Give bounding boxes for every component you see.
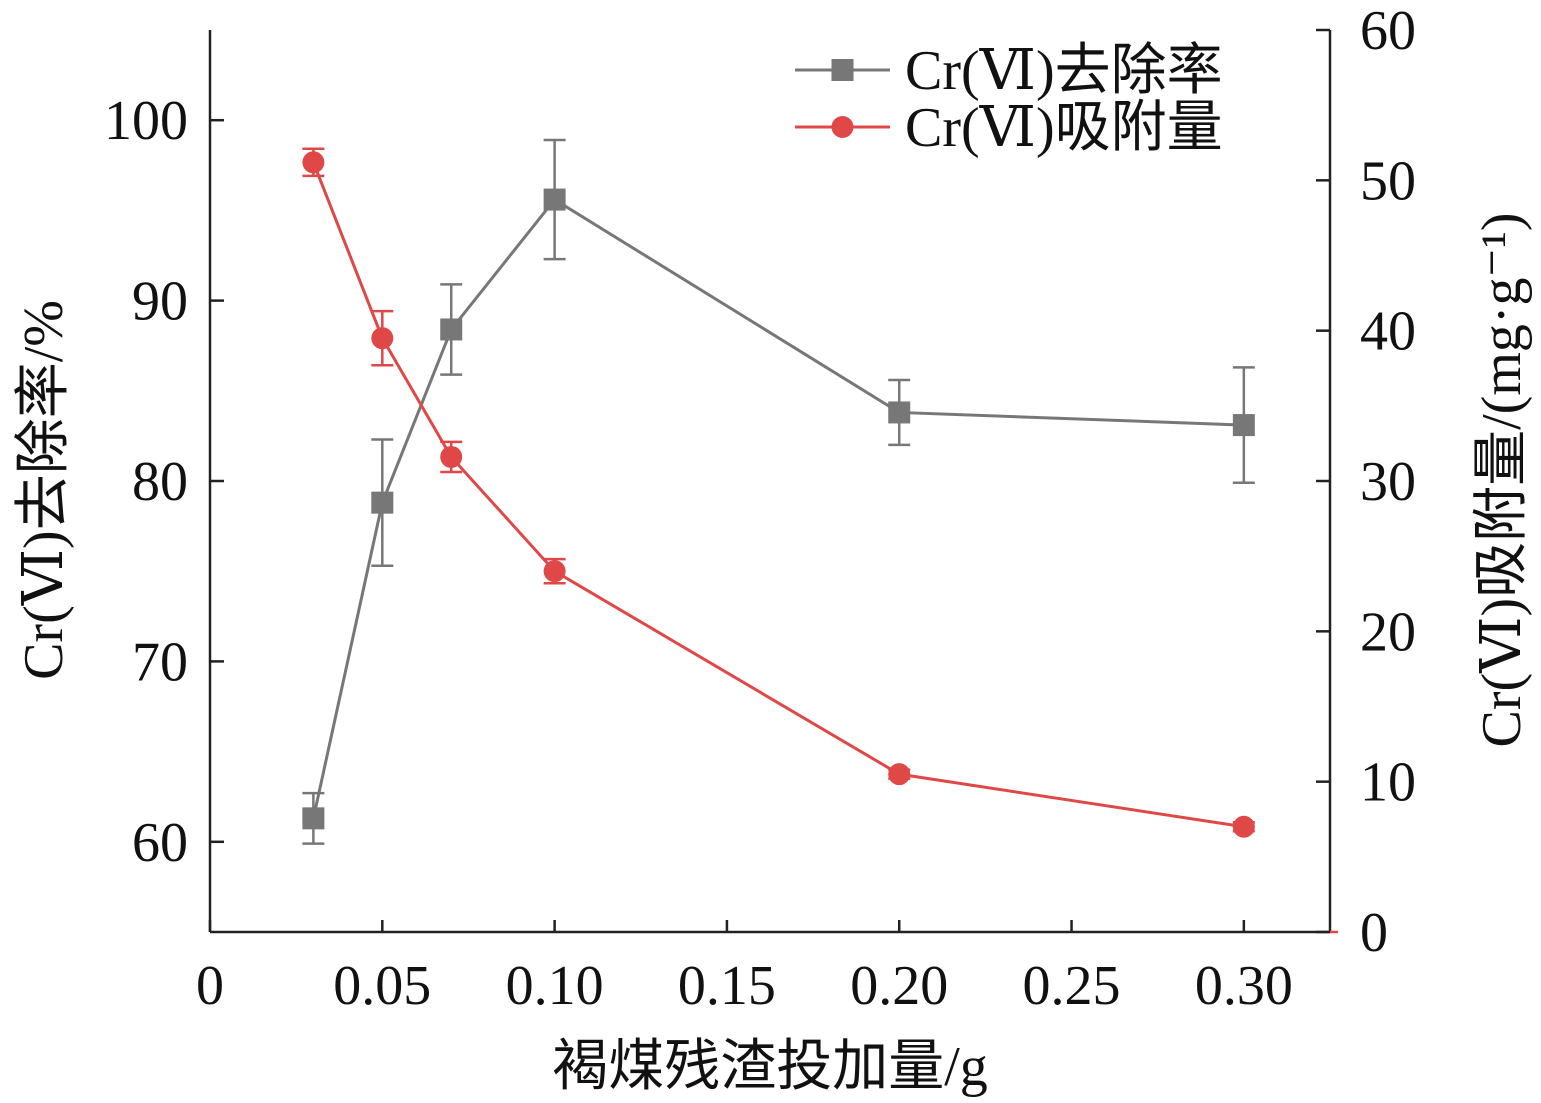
- y-tick-label: 100: [104, 90, 188, 152]
- x-tick-label: 0.20: [850, 955, 948, 1017]
- axes: [208, 30, 1338, 934]
- series-line: [311, 161, 1245, 829]
- data-point: [440, 445, 463, 468]
- x-tick-label: 0.10: [506, 955, 604, 1017]
- y2-tick-label: 50: [1360, 150, 1416, 212]
- y2-axis-title: Cr(Ⅵ)吸附量/(mg·g⁻¹): [1471, 212, 1533, 747]
- x-tick-label: 0.05: [333, 955, 431, 1017]
- data-point: [371, 491, 394, 514]
- x-tick-label: 0.30: [1195, 955, 1293, 1017]
- x-tick-label: 0.25: [1023, 955, 1121, 1017]
- series-1: [302, 138, 1255, 845]
- y2-tick-label: 10: [1360, 752, 1416, 814]
- y-tick-label: 70: [132, 631, 188, 693]
- data-point: [543, 188, 566, 211]
- y-tick-label: 80: [132, 451, 188, 513]
- series-line: [311, 197, 1244, 819]
- data-point: [1232, 815, 1255, 838]
- data-point: [302, 151, 325, 174]
- data-point: [1232, 414, 1255, 437]
- data-point: [888, 763, 911, 786]
- x-tick-label: 0: [196, 955, 224, 1017]
- series-2: [302, 147, 1255, 838]
- legend-entry-1: Cr(Ⅵ)去除率: [795, 40, 1223, 102]
- x-axis-title: 褐煤残渣投加量/g: [552, 1036, 988, 1098]
- data-point: [302, 807, 325, 830]
- y-tick-label: 90: [132, 271, 188, 333]
- data-point: [888, 401, 911, 424]
- y2-tick-label: 0: [1360, 902, 1388, 964]
- legend-marker: [831, 116, 854, 138]
- legend-label: Cr(Ⅵ)吸附量: [905, 97, 1223, 159]
- x-tick-label: 0.15: [678, 955, 776, 1017]
- legend-marker: [831, 59, 854, 81]
- legend-label: Cr(Ⅵ)去除率: [905, 40, 1223, 102]
- y2-tick-label: 30: [1360, 451, 1416, 513]
- data-point: [543, 560, 566, 583]
- y2-tick-label: 60: [1360, 0, 1416, 62]
- y2-tick-label: 40: [1360, 301, 1416, 363]
- data-point: [440, 318, 463, 341]
- data-point: [371, 327, 394, 350]
- y2-tick-label: 20: [1360, 601, 1416, 663]
- y-axis-title: Cr(Ⅵ)去除率/%: [13, 300, 75, 680]
- legend-entry-2: Cr(Ⅵ)吸附量: [795, 97, 1223, 159]
- y-tick-label: 60: [132, 812, 188, 874]
- series-layer: [302, 138, 1255, 845]
- ticks: 0 0.05 0.10 0.15 0.20 0.25 0.30 60 70 80 90 100 0 10 2…: [104, 0, 1416, 1017]
